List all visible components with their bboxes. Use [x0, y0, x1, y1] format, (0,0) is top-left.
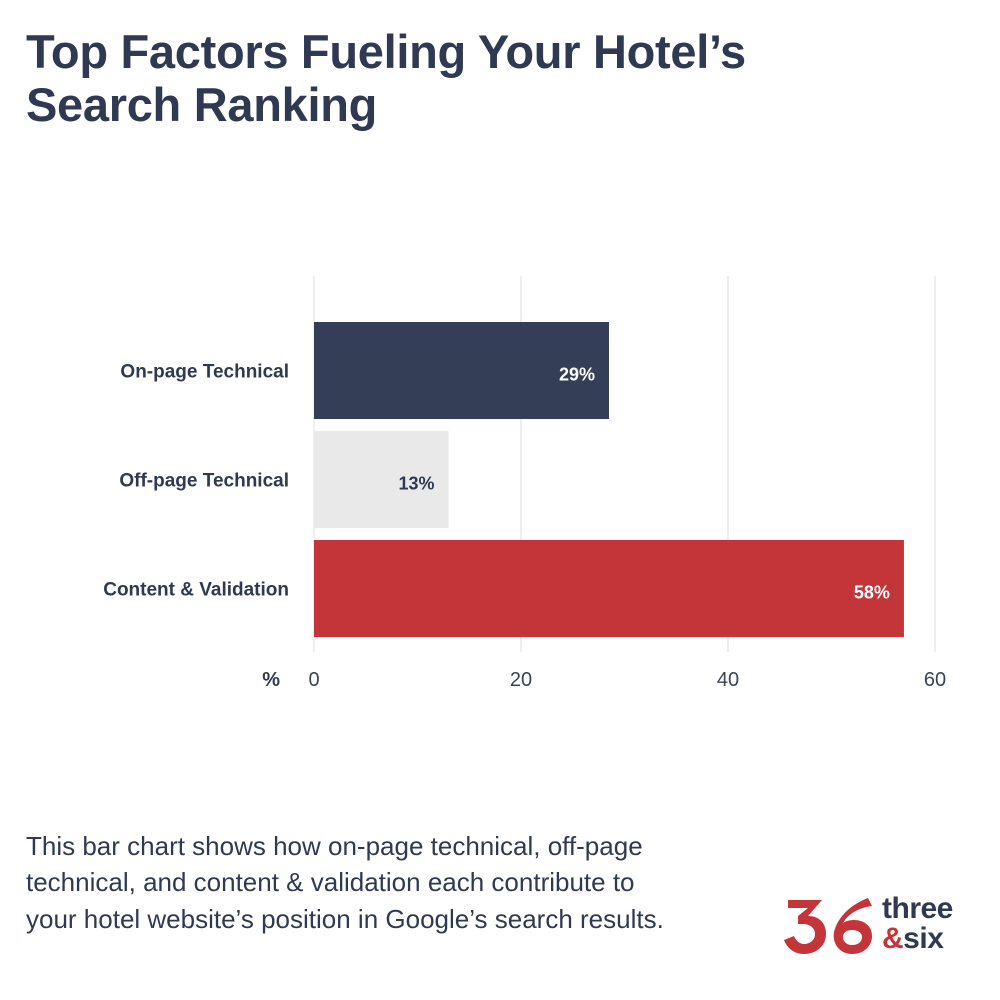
category-label-content-validation: Content & Validation	[103, 580, 289, 601]
logo-word-six: six	[903, 922, 944, 955]
bars	[314, 322, 904, 637]
chart-caption: This bar chart shows how on-page technic…	[26, 831, 664, 934]
chart-title: Top Factors Fueling Your Hotel’s Search …	[26, 25, 926, 131]
three-and-six-logo: three &six	[782, 884, 982, 964]
x-tick-label-20: 20	[510, 669, 532, 691]
x-axis-unit-label: %	[262, 669, 280, 691]
x-tick-label-40: 40	[717, 669, 739, 691]
logo-36-mark	[784, 898, 872, 954]
logo-word-and-six: &six	[882, 924, 953, 954]
category-label-off-page-technical: Off-page Technical	[119, 471, 289, 492]
chart-title-line-1: Top Factors Fueling Your Hotel’s	[26, 25, 746, 78]
labels: 0 20 40 60% On-page Technical 29% Off-page Tec…	[103, 362, 946, 692]
logo-word-three: three	[882, 892, 953, 925]
logo-wordmark: three &six	[882, 894, 953, 954]
value-label-on-page-technical: 29%	[559, 365, 595, 385]
category-label-on-page-technical: On-page Technical	[120, 362, 289, 383]
chart-title-line-2: Search Ranking	[26, 77, 378, 131]
x-tick-label-60: 60	[924, 669, 946, 691]
bar-on-page-technical	[314, 322, 609, 419]
bar-off-page-technical	[314, 431, 449, 528]
logo-ampersand: &	[882, 922, 904, 955]
bar-content-validation	[314, 540, 904, 637]
x-tick-label-0: 0	[308, 669, 319, 691]
value-label-off-page-technical: 13%	[399, 474, 435, 494]
value-label-content-validation: 58%	[854, 583, 890, 603]
